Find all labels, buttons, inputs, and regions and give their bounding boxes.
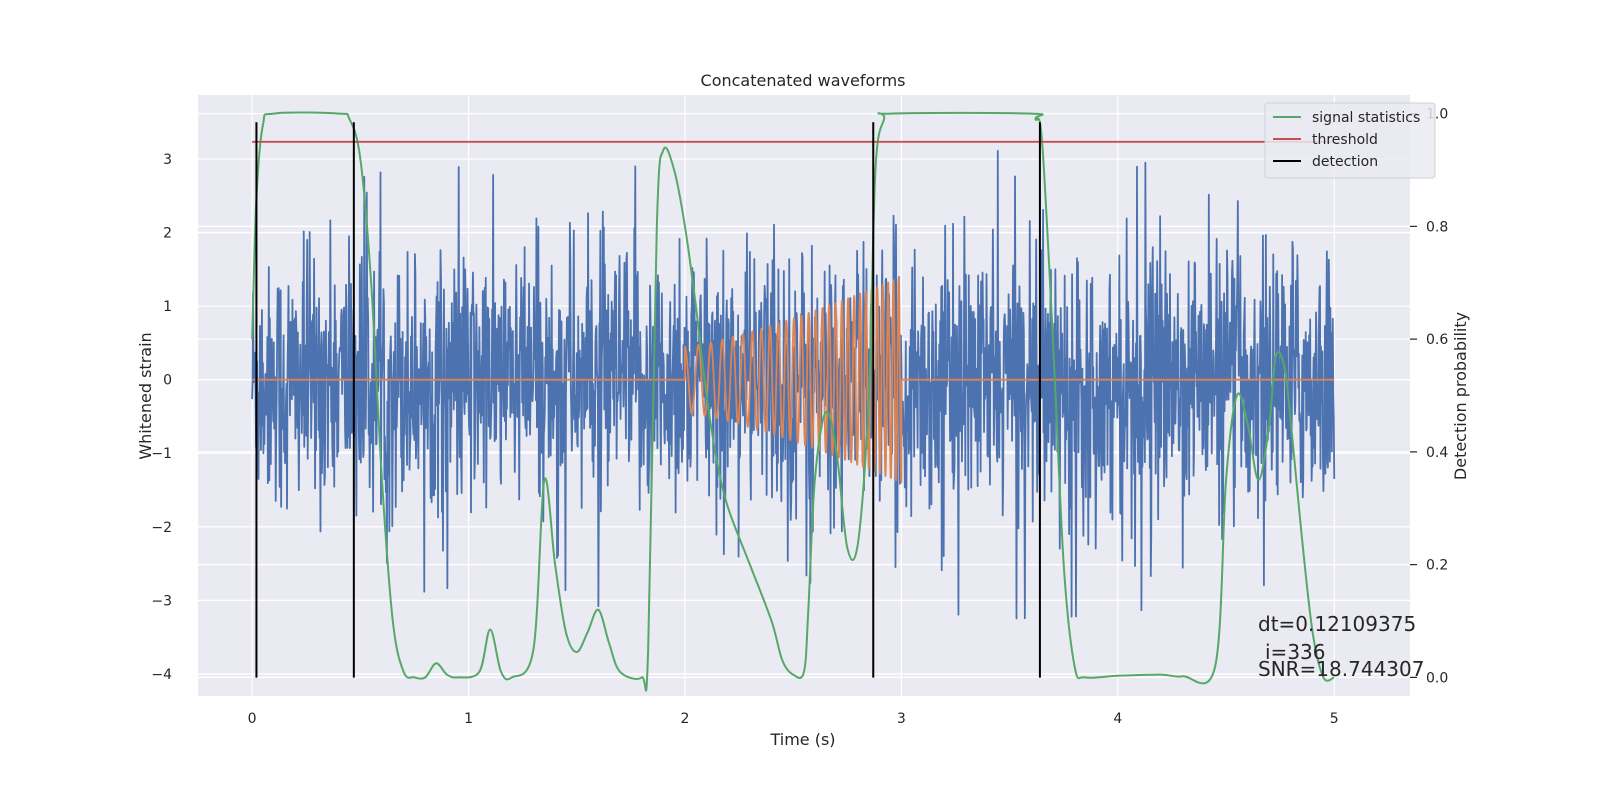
y-tick-label-2: −2 [151,520,172,536]
y-tick-label-5: 1 [163,299,172,315]
legend-box [1264,102,1436,179]
x-tick-label-2: 2 [681,711,690,727]
signal-statistics-line [251,111,1335,692]
y2-tick-label-0: 0.0 [1426,670,1448,686]
x-tick-label-1: 1 [464,711,473,727]
x-axis-label: Time (s) [769,730,835,749]
y2-tick-label-3: 0.6 [1426,332,1448,348]
y-tick-label-3: −1 [151,446,172,462]
injected-chirp-line [252,277,1335,484]
legend-label-1: threshold [1312,132,1378,148]
chart-title: Concatenated waveforms [701,71,906,90]
y2-tick-label-1: 0.2 [1426,558,1448,574]
annotation-snr: SNR=18.744307 [1258,657,1424,681]
annotation-dt: dt=0.12109375 [1258,612,1416,636]
y-axis-label: Whitened strain [136,332,155,459]
y2-tick-label-2: 0.4 [1426,445,1448,461]
y2-axis-label: Detection probability [1451,312,1470,480]
x-tick-label-5: 5 [1330,711,1339,727]
legend-label-2: detection [1312,154,1378,170]
x-tick-label-0: 0 [248,711,257,727]
y-tick-label-0: −4 [151,667,172,683]
legend-label-0: signal statistics [1312,110,1420,126]
x-tick-label-3: 3 [897,711,906,727]
y-tick-label-4: 0 [163,373,172,389]
y-tick-label-7: 3 [163,152,172,168]
y2-tick-label-4: 0.8 [1426,219,1448,235]
x-tick-label-4: 4 [1113,711,1122,727]
injected-chirp-series [252,277,1335,484]
annotation-index: i=336 [1265,640,1326,664]
y-axis-ticks: −4 −3 −2 −1 0 1 2 3 [151,152,172,683]
x-axis-ticks: 0 1 2 3 4 5 [248,711,1339,727]
detection-series [255,122,1041,678]
y-tick-label-6: 2 [163,226,172,242]
y-tick-label-1: −3 [151,593,172,609]
y2-axis-ticks: 0.00.20.40.60.81.0 [1410,107,1448,686]
legend: signal statistics threshold detection [1264,102,1436,179]
signal-statistics-series [251,111,1335,692]
